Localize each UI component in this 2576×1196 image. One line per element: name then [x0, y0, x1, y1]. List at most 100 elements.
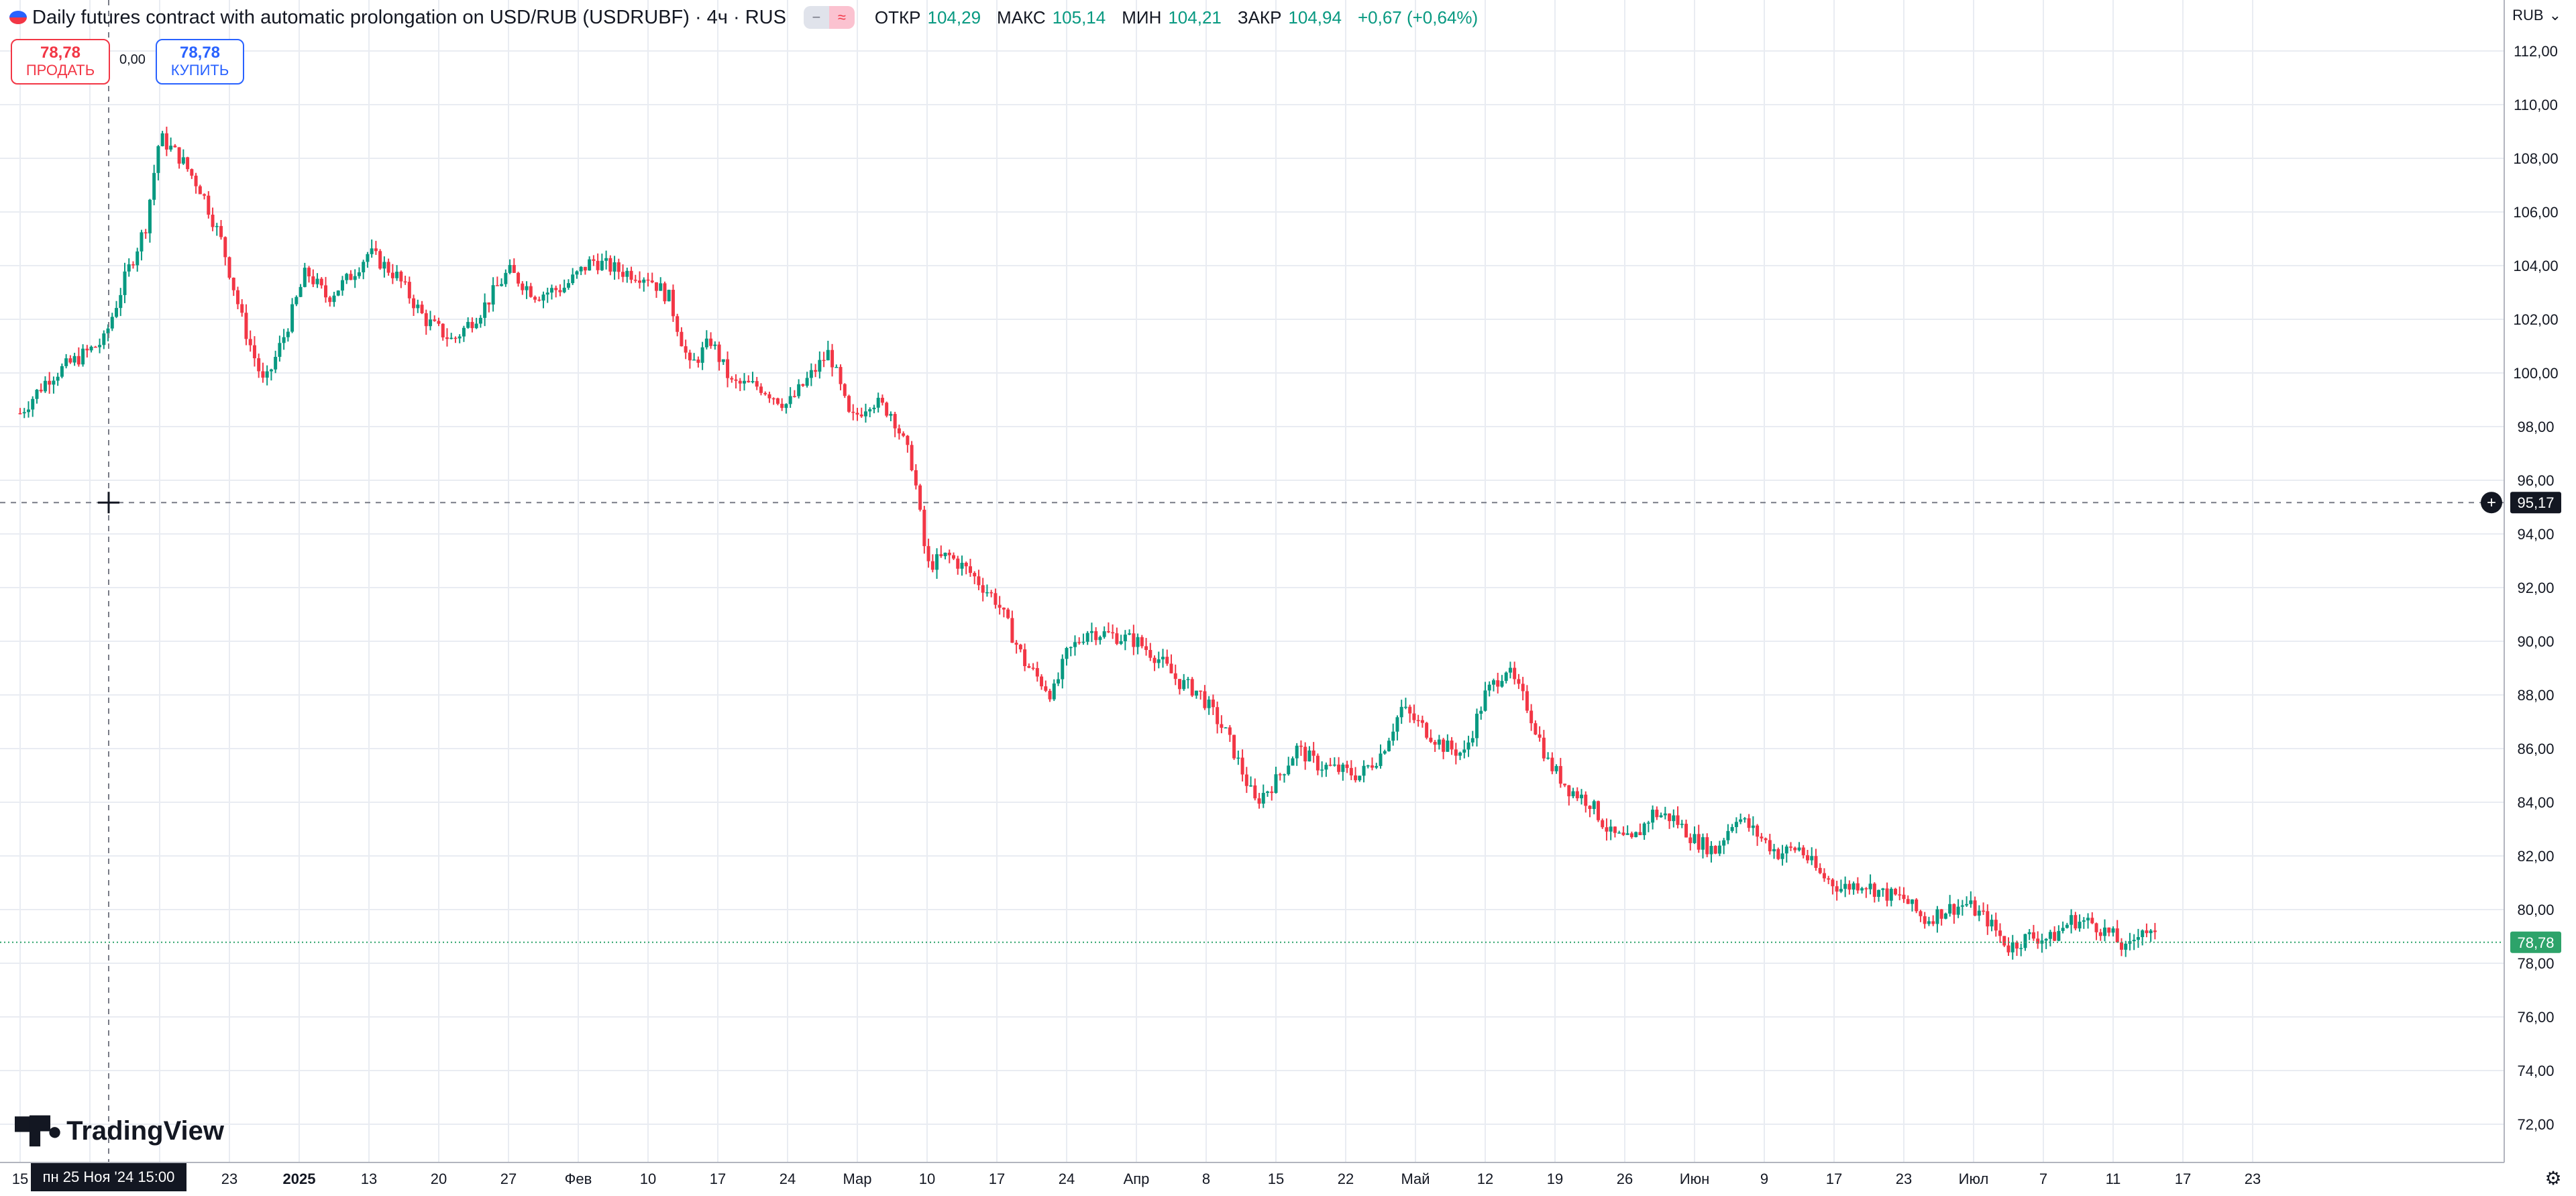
candle-body — [893, 414, 897, 429]
candle-body — [2149, 930, 2153, 934]
candle-body — [1479, 710, 1483, 714]
candle-body — [1462, 749, 1466, 753]
approx-icon[interactable]: ≈ — [828, 6, 855, 29]
candle-body — [939, 554, 943, 557]
candle-body — [1885, 888, 1889, 901]
candle-body — [1102, 631, 1106, 637]
candle-body — [1915, 899, 1919, 912]
candle-body — [1629, 833, 1633, 837]
time-tick-label: 17 — [2175, 1171, 2191, 1187]
candle-body — [495, 285, 499, 286]
symbol-title[interactable]: Daily futures contract with automatic pr… — [32, 6, 786, 28]
candle-body — [1416, 720, 1420, 722]
candle-body — [2145, 930, 2149, 934]
spread-value: 0,00 — [119, 52, 146, 67]
candle-body — [1216, 707, 1220, 724]
candle-body — [491, 285, 495, 305]
tradingview-logo[interactable]: ▀▛● TradingView — [15, 1116, 224, 1146]
candle-body — [792, 396, 796, 397]
candle-body — [1052, 683, 1056, 700]
candle-body — [382, 262, 386, 269]
candle-body — [566, 283, 570, 288]
candle-body — [1835, 886, 1839, 892]
currency-selector[interactable]: RUB ⌄ — [2512, 7, 2561, 24]
candle-body — [1563, 783, 1567, 785]
candle-body — [1584, 794, 1588, 806]
candle-body — [654, 282, 658, 291]
candle-body — [1864, 888, 1868, 889]
candle-body — [872, 407, 876, 410]
candle-body — [914, 470, 918, 486]
candle-body — [282, 337, 286, 343]
candle-body — [717, 344, 721, 362]
minus-icon[interactable]: − — [803, 6, 829, 29]
candle-body — [646, 279, 650, 281]
open-label: ОТКР — [874, 7, 921, 28]
candle-body — [1115, 633, 1119, 644]
sell-button[interactable]: 78,78 ПРОДАТЬ — [11, 39, 110, 85]
candle-body — [1818, 867, 1822, 873]
candle-body — [947, 553, 951, 555]
candle-body — [1362, 765, 1366, 776]
candle-body — [1617, 832, 1621, 834]
candle-body — [525, 286, 529, 290]
candle-body — [1814, 856, 1818, 868]
candle-body — [1399, 706, 1403, 718]
time-tick-label: 10 — [640, 1171, 656, 1187]
time-tick-label: 17 — [989, 1171, 1005, 1187]
candle-body — [1651, 810, 1655, 823]
time-tick-label: 13 — [361, 1171, 377, 1187]
candle-body — [2036, 938, 2040, 944]
candle-body — [562, 287, 566, 292]
candle-body — [1701, 837, 1705, 850]
candle-body — [453, 337, 458, 339]
candle-body — [1182, 679, 1186, 690]
candle-body — [1446, 741, 1450, 752]
candle-body — [751, 381, 755, 382]
candle-body — [1621, 832, 1625, 835]
candle-body — [1872, 883, 1876, 898]
candle-body — [483, 302, 487, 318]
candle-body — [35, 390, 39, 399]
candle-body — [1065, 648, 1069, 659]
candle-body — [1538, 734, 1542, 738]
candle-body — [964, 562, 968, 567]
candle-body — [357, 272, 361, 276]
candle-body — [1668, 813, 1672, 822]
logo-text: TradingView — [66, 1116, 224, 1146]
candle-body — [680, 331, 684, 347]
candle-body — [1311, 750, 1316, 756]
candle-body — [1408, 706, 1412, 714]
candle-body — [1659, 815, 1663, 818]
candle-body — [1403, 706, 1407, 708]
candle-body — [956, 558, 960, 569]
candle-body — [390, 272, 394, 278]
candle-body — [926, 546, 930, 561]
candle-body — [2119, 942, 2123, 950]
candle-body — [2023, 934, 2027, 948]
candle-body — [1747, 818, 1751, 828]
candle-body — [1860, 888, 1864, 891]
candle-body — [906, 435, 910, 445]
candle-body — [1136, 637, 1140, 647]
candle-body — [822, 360, 826, 362]
gear-icon[interactable]: ⚙ — [2544, 1167, 2562, 1189]
price-tick-label: 88,00 — [2517, 687, 2554, 704]
candle-body — [429, 319, 433, 327]
candle-body — [1843, 883, 1847, 889]
candle-body — [1726, 830, 1730, 840]
candle-body — [726, 359, 730, 378]
candle-body — [700, 347, 704, 363]
time-tick-label: 19 — [1547, 1171, 1563, 1187]
candle-body — [575, 271, 579, 275]
display-toggle[interactable]: − ≈ — [803, 6, 855, 29]
candle-body — [1960, 905, 1964, 907]
candle-body — [1776, 849, 1780, 859]
candle-body — [1609, 826, 1613, 832]
candle-body — [1739, 819, 1743, 822]
buy-button[interactable]: 78,78 КУПИТЬ — [156, 39, 244, 85]
candle-body — [1676, 815, 1680, 825]
candle-body — [336, 290, 340, 296]
candle-body — [1429, 737, 1433, 742]
